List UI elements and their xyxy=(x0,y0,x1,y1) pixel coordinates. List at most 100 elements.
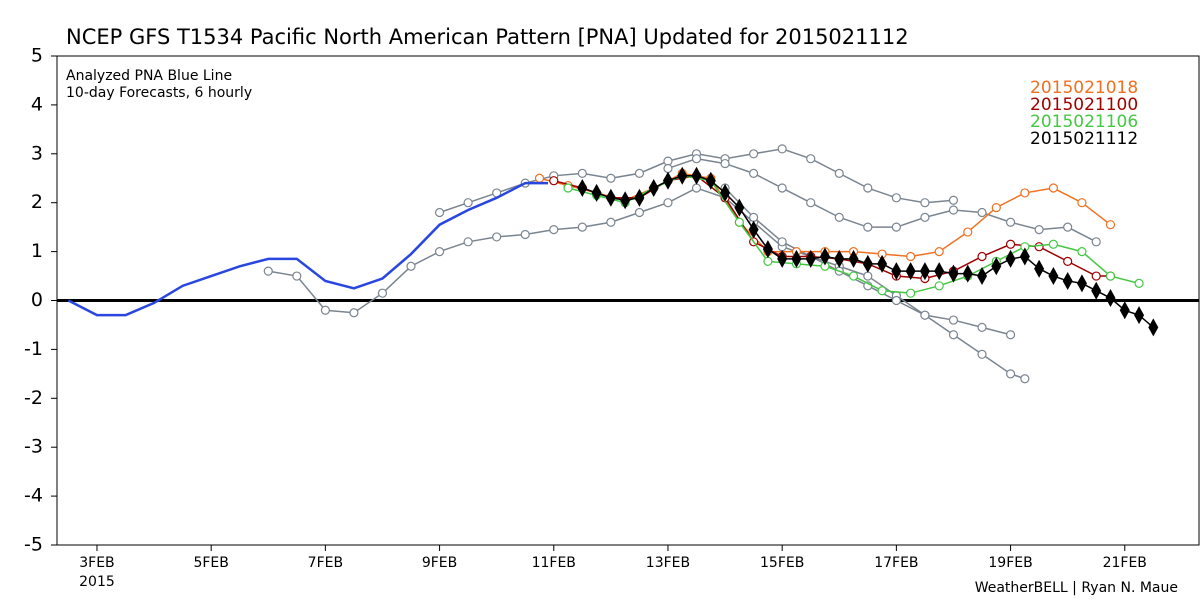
legend-entry: 2015021100 xyxy=(1030,95,1138,115)
circle-marker xyxy=(549,176,559,186)
y-tick-label: 0 xyxy=(31,289,43,311)
circle-marker xyxy=(1005,217,1016,227)
x-tick-label: 3FEB xyxy=(79,555,114,571)
x-tick-label: 5FEB xyxy=(193,555,228,571)
circle-marker xyxy=(1063,222,1073,232)
circle-marker xyxy=(863,222,873,232)
circle-marker xyxy=(1077,198,1087,208)
circle-marker xyxy=(1091,271,1101,281)
y-tick-label: -1 xyxy=(24,338,43,360)
circle-marker xyxy=(434,207,445,218)
circle-marker xyxy=(777,237,787,247)
diamond-marker xyxy=(720,183,731,202)
diamond-marker xyxy=(1134,306,1145,325)
circle-marker xyxy=(691,183,702,193)
diamond-marker xyxy=(819,247,830,266)
diamond-marker xyxy=(591,183,602,202)
circle-marker xyxy=(777,183,787,193)
circle-marker xyxy=(1020,188,1030,198)
circle-marker xyxy=(948,205,959,215)
circle-marker xyxy=(520,229,530,240)
circle-marker xyxy=(463,198,473,208)
diamond-marker xyxy=(1119,301,1130,320)
circle-marker xyxy=(977,349,987,359)
y-tick-label: 4 xyxy=(31,93,43,115)
circle-marker xyxy=(1034,242,1044,252)
circle-marker xyxy=(749,212,759,222)
y-tick-label: 2 xyxy=(31,191,43,213)
circle-marker xyxy=(549,224,559,235)
circle-marker xyxy=(806,198,816,208)
x-tick-label: 13FEB xyxy=(646,555,690,571)
circle-marker xyxy=(906,251,916,262)
diamond-marker xyxy=(877,254,888,273)
circle-marker xyxy=(991,202,1001,213)
circle-marker xyxy=(1077,247,1087,257)
circle-marker xyxy=(320,305,330,315)
circle-marker xyxy=(948,195,959,205)
circle-marker xyxy=(534,173,545,183)
diamond-marker xyxy=(677,166,688,185)
circle-marker xyxy=(1048,183,1058,193)
diamond-marker xyxy=(848,249,859,268)
circle-marker xyxy=(734,217,744,227)
diamond-marker xyxy=(705,171,716,190)
diamond-marker xyxy=(605,188,616,207)
circle-marker xyxy=(948,330,959,340)
line xyxy=(268,187,1026,380)
circle-marker xyxy=(634,168,645,178)
circle-marker xyxy=(920,198,930,208)
circle-marker xyxy=(1105,220,1116,230)
circle-marker xyxy=(263,266,273,276)
diamond-marker xyxy=(577,179,588,198)
circle-marker xyxy=(463,237,473,247)
diamond-marker xyxy=(762,240,773,259)
circle-marker xyxy=(1005,330,1016,340)
legend-entry: 2015021106 xyxy=(1030,112,1138,132)
y-tick-label: 5 xyxy=(31,45,43,67)
circle-marker xyxy=(1091,237,1101,247)
y-tick-label: -3 xyxy=(24,436,43,458)
legend-entry: 2015021018 xyxy=(1030,78,1138,98)
circle-marker xyxy=(1134,278,1144,288)
circle-marker xyxy=(1020,374,1030,384)
diamond-marker xyxy=(962,264,973,283)
circle-marker xyxy=(749,149,759,159)
circle-marker xyxy=(877,286,887,296)
diamond-marker xyxy=(862,254,873,273)
y-tick-label: -5 xyxy=(24,534,43,556)
x-tick-label: 7FEB xyxy=(308,555,343,571)
circle-marker xyxy=(977,251,987,262)
circle-marker xyxy=(934,281,944,291)
circle-marker xyxy=(891,193,901,203)
circle-marker xyxy=(777,144,787,154)
diamond-marker xyxy=(648,179,659,198)
x-tick-label: 17FEB xyxy=(874,555,918,571)
circle-marker xyxy=(606,173,616,183)
diamond-marker xyxy=(662,171,673,190)
diamond-marker xyxy=(934,262,945,281)
diamond-marker xyxy=(620,191,631,210)
diamond-marker xyxy=(1034,259,1045,278)
x-tick-label: 19FEB xyxy=(988,555,1032,571)
x-tick-label: 9FEB xyxy=(422,555,457,571)
diamond-marker xyxy=(1048,267,1059,286)
circle-marker xyxy=(920,212,930,222)
circle-marker xyxy=(891,295,901,306)
diamond-marker xyxy=(691,166,702,185)
diamond-marker xyxy=(948,264,959,283)
circle-marker xyxy=(977,322,987,332)
circle-marker xyxy=(763,256,773,266)
circle-marker xyxy=(577,222,587,232)
diamond-marker xyxy=(748,220,759,239)
circle-marker xyxy=(834,212,844,222)
circle-marker xyxy=(848,271,859,281)
y-tick-label: 1 xyxy=(31,240,43,262)
circle-marker xyxy=(977,207,987,218)
line xyxy=(667,157,1097,243)
circle-marker xyxy=(720,158,730,169)
chart-title: NCEP GFS T1534 Pacific North American Pa… xyxy=(66,25,909,49)
diamond-marker xyxy=(634,188,645,207)
y-tick-label: -2 xyxy=(24,387,43,409)
circle-marker xyxy=(863,183,873,193)
